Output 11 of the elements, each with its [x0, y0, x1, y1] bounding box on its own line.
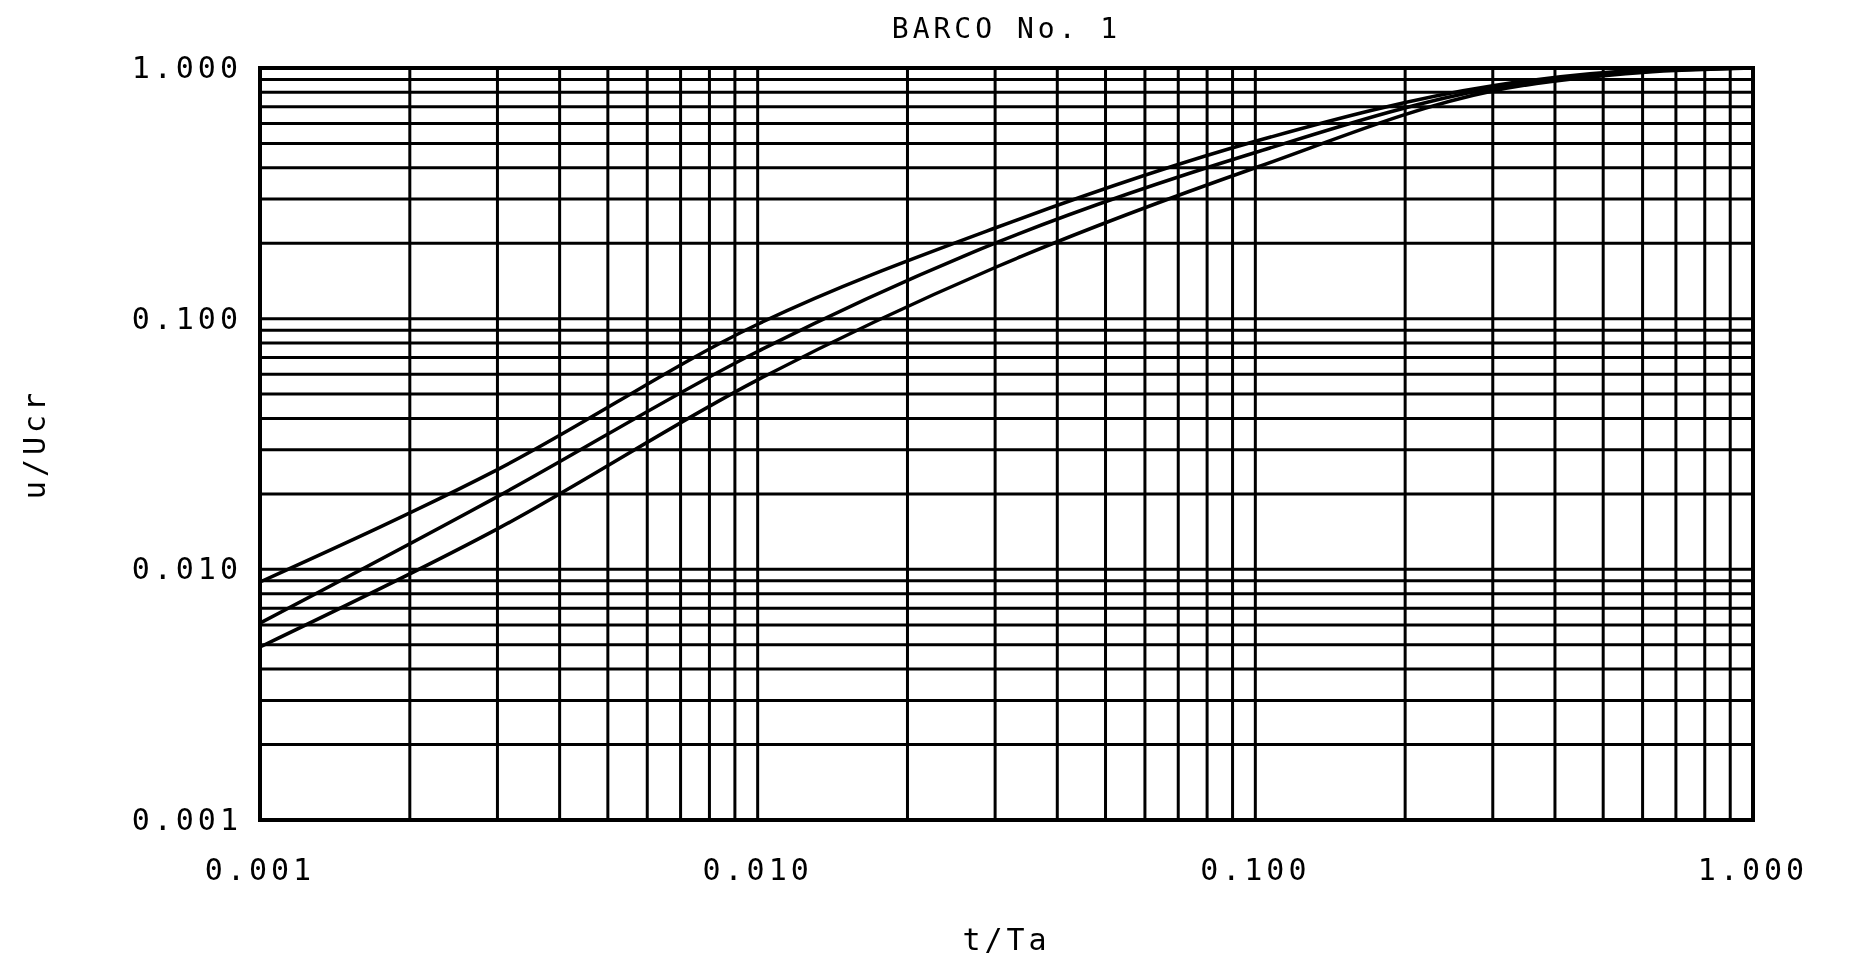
chart-title: BARCO No. 1 — [891, 12, 1122, 45]
y-tick-label: 0.100 — [131, 300, 242, 336]
y-tick-label: 0.001 — [131, 802, 242, 837]
x-tick-label: 0.001 — [204, 852, 316, 887]
y-axis-title: u/Ucr — [17, 388, 52, 500]
x-tick-label: 0.010 — [702, 852, 813, 887]
y-tick-label: 0.010 — [131, 551, 242, 587]
x-tick-label: 0.100 — [1200, 852, 1311, 887]
x-axis-title: t/Ta — [962, 922, 1051, 957]
x-tick-label: 1.000 — [1697, 852, 1809, 887]
y-tick-label: 1.000 — [131, 50, 242, 85]
